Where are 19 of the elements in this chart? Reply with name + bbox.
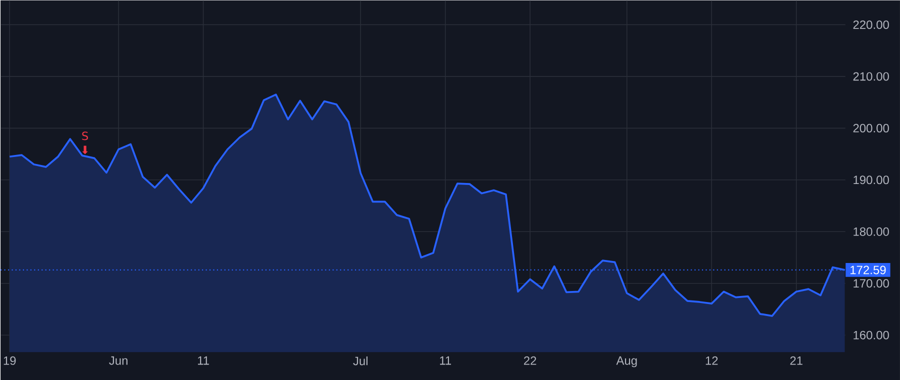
x-tick-label: 22 (524, 356, 536, 365)
y-tick-label: 160.00 (854, 330, 889, 340)
x-tick-label: Jun (109, 356, 128, 365)
y-tick-label: 170.00 (854, 279, 889, 288)
annotation: ⬇ (82, 146, 88, 154)
y-tick-label: 220.00 (853, 20, 889, 29)
x-tick-label: 12 (706, 356, 718, 365)
x-tick-label: 11 (440, 356, 451, 365)
y-tick-label: 190.00 (854, 176, 889, 184)
x-tick-label: 11 (198, 356, 209, 365)
x-tick-label: Aug (616, 356, 637, 368)
x-tick-label: Jul (353, 356, 368, 366)
ref-line-label: 172.59 (850, 266, 886, 274)
annotation: S (82, 132, 88, 140)
y-tick-label: 210.00 (853, 72, 889, 81)
x-tick-label: 21 (790, 356, 802, 365)
y-tick-label: 180.00 (854, 227, 889, 236)
y-tick-label: 200.00 (853, 124, 889, 132)
x-tick-label: 19 (4, 356, 16, 365)
